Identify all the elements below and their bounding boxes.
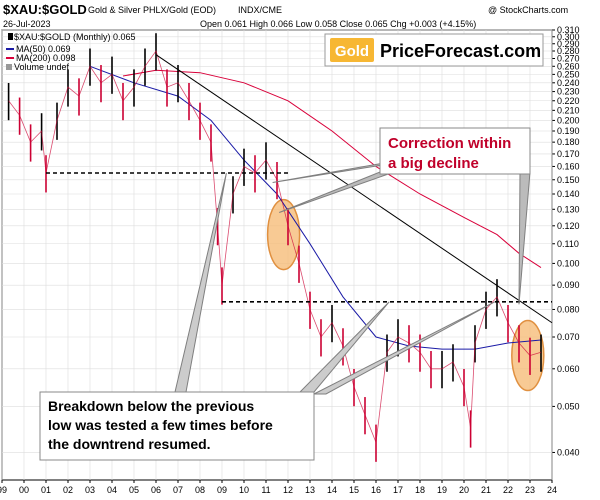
breakdown-callout-line3: the downtrend resumed. [48, 436, 211, 452]
breakdown-callout-box [39, 391, 315, 461]
legend-volume-swatch [6, 64, 12, 70]
x-tick-label: 02 [63, 485, 73, 495]
y-tick-label: 0.300 [557, 32, 580, 42]
x-tick-label: 20 [459, 485, 469, 495]
highlight-ellipse [511, 319, 545, 392]
x-tick-label: 03 [85, 485, 95, 495]
y-tick-label: 0.090 [557, 280, 580, 290]
x-tick-label: 18 [415, 485, 425, 495]
x-tick-label: 13 [305, 485, 315, 495]
x-tick-label: 17 [393, 485, 403, 495]
y-tick-label: 0.230 [557, 87, 580, 97]
correction-callout-line2: a big decline [388, 155, 479, 172]
y-tick-label: 0.100 [557, 258, 580, 268]
y-tick-label: 0.160 [557, 161, 580, 171]
correction-callout-box [379, 127, 531, 175]
x-tick-label: 21 [481, 485, 491, 495]
x-tick-label: 01 [41, 485, 51, 495]
y-tick-label: 0.180 [557, 137, 580, 147]
x-tick-label: 07 [173, 485, 183, 495]
watermark: @ StockCharts.com [488, 5, 568, 15]
x-tick-label: 15 [349, 485, 359, 495]
x-tick-label: 19 [437, 485, 447, 495]
x-tick-label: 23 [525, 485, 535, 495]
y-tick-label: 0.070 [557, 332, 580, 342]
x-tick-label: 99 [0, 485, 7, 495]
ohlc-readout: Open 0.061 High 0.066 Low 0.058 Close 0.… [200, 19, 476, 29]
y-tick-label: 0.040 [557, 447, 580, 457]
ma200-line [122, 69, 542, 269]
y-tick-label: 0.240 [557, 78, 580, 88]
x-tick-label: 00 [19, 485, 29, 495]
ma50-line [89, 65, 542, 350]
y-tick-label: 0.190 [557, 126, 580, 136]
x-tick-label: 12 [283, 485, 293, 495]
x-tick-label: 22 [503, 485, 513, 495]
x-tick-label: 04 [107, 485, 117, 495]
y-tick-label: 0.080 [557, 304, 580, 314]
x-tick-label: 09 [217, 485, 227, 495]
y-tick-label: 0.170 [557, 149, 580, 159]
y-tick-label: 0.270 [557, 54, 580, 64]
legend-main-swatch [8, 33, 13, 40]
y-tick-label: 0.260 [557, 61, 580, 71]
logo-site-text: PriceForecast.com [380, 41, 541, 61]
logo-gold-badge [330, 38, 374, 62]
x-tick-label: 06 [151, 485, 161, 495]
x-tick-label: 11 [261, 485, 270, 495]
legend-ma50: MA(50) 0.069 [16, 44, 71, 54]
y-tick-label: 0.060 [557, 364, 580, 374]
chart-date: 26-Jul-2023 [3, 19, 51, 29]
x-tick-label: 10 [239, 485, 249, 495]
y-tick-label: 0.280 [557, 46, 580, 56]
y-tick-label: 0.130 [557, 204, 580, 214]
y-tick-label: 0.200 [557, 115, 580, 125]
breakdown-callout-line2: low was tested a few times before [48, 417, 273, 433]
y-tick-label: 0.050 [557, 401, 580, 411]
y-tick-label: 0.110 [557, 239, 579, 249]
y-tick-label: 0.140 [557, 189, 580, 199]
y-tick-label: 0.310 [557, 25, 580, 35]
price-line [8, 50, 542, 443]
legend-volume: Volume undef [14, 62, 70, 72]
y-tick-label: 0.120 [557, 221, 580, 231]
x-tick-label: 16 [371, 485, 381, 495]
chart-exchange: INDX/CME [238, 5, 282, 15]
breakdown-callout-line1: Breakdown below the previous [48, 398, 254, 414]
chart-symbol: $XAU:$GOLD [3, 2, 87, 17]
highlight-ellipse [266, 198, 301, 271]
legend-main: $XAU:$GOLD (Monthly) 0.065 [14, 32, 136, 42]
downtrend-line [155, 54, 553, 324]
y-tick-label: 0.210 [557, 105, 580, 115]
y-tick-label: 0.250 [557, 69, 580, 79]
x-tick-label: 24 [547, 485, 557, 495]
x-tick-label: 08 [195, 485, 205, 495]
chart-description: Gold & Silver PHLX/Gold (EOD) [88, 5, 216, 15]
x-tick-label: 14 [327, 485, 337, 495]
y-tick-label: 0.220 [557, 96, 580, 106]
logo-gold-text: Gold [335, 43, 369, 60]
y-tick-label: 0.290 [557, 39, 580, 49]
correction-callout-line1: Correction within [388, 135, 511, 152]
x-tick-label: 05 [129, 485, 139, 495]
y-tick-label: 0.150 [557, 175, 580, 185]
breakdown-pointer [313, 301, 496, 395]
legend-ma200: MA(200) 0.098 [16, 53, 76, 63]
